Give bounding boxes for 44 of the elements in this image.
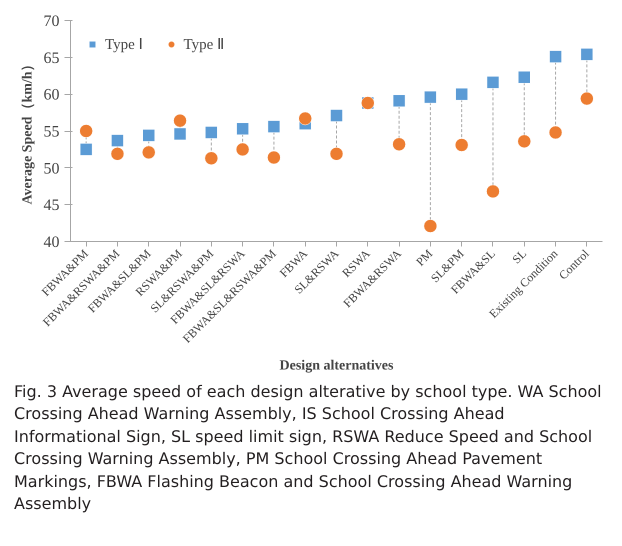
point bbox=[486, 184, 500, 198]
point bbox=[236, 122, 249, 136]
y-axis-title: Average Speed（km/h） bbox=[20, 57, 36, 205]
point bbox=[142, 129, 155, 142]
y-tick-label: 55 bbox=[44, 124, 60, 140]
y-tick-label: 60 bbox=[44, 86, 60, 104]
point bbox=[205, 126, 218, 139]
point bbox=[548, 126, 562, 140]
point bbox=[173, 114, 187, 128]
point bbox=[486, 76, 500, 89]
point bbox=[79, 124, 93, 138]
point bbox=[392, 94, 406, 108]
point bbox=[454, 138, 468, 152]
point bbox=[580, 48, 594, 61]
point bbox=[580, 92, 594, 106]
x-axis-title: Design alternatives bbox=[280, 358, 394, 374]
point bbox=[142, 146, 156, 160]
point bbox=[236, 142, 250, 156]
point bbox=[518, 70, 531, 84]
point bbox=[80, 143, 92, 156]
caption: Fig. 3 Average speed of each design alterative by school type. WA School Crossing Ahead Warning Assembly, IS School Crossing Ahead Informational Sign, SL speed limit sign, RSWA Reduce Speed and School Crossing Warning Assembly, PM School Crossing Ahead Pavement Markings, FBWA Flashing Beacon and School Crossing Ahead Warning Assembly bbox=[14, 381, 603, 515]
point bbox=[392, 138, 406, 151]
point bbox=[424, 90, 437, 104]
point bbox=[204, 152, 218, 165]
point bbox=[330, 147, 344, 161]
legend-label: Type Ⅰ bbox=[105, 36, 143, 54]
point bbox=[455, 88, 468, 100]
point bbox=[111, 134, 124, 147]
x-tick-label: PM bbox=[413, 246, 436, 269]
point bbox=[424, 219, 438, 233]
point bbox=[298, 112, 312, 126]
y-tick-label: 65 bbox=[44, 50, 60, 67]
y-tick-label: 45 bbox=[44, 197, 60, 214]
point bbox=[174, 128, 186, 140]
point bbox=[268, 120, 280, 133]
point bbox=[110, 147, 124, 161]
point bbox=[518, 134, 532, 148]
y-tick-label: 70 bbox=[44, 13, 60, 30]
y-tick-label: 50 bbox=[44, 160, 60, 178]
point bbox=[549, 50, 562, 63]
legend-label: Type Ⅱ bbox=[184, 36, 224, 54]
y-tick-label: 40 bbox=[44, 234, 60, 251]
point bbox=[267, 150, 281, 164]
point bbox=[330, 109, 343, 122]
